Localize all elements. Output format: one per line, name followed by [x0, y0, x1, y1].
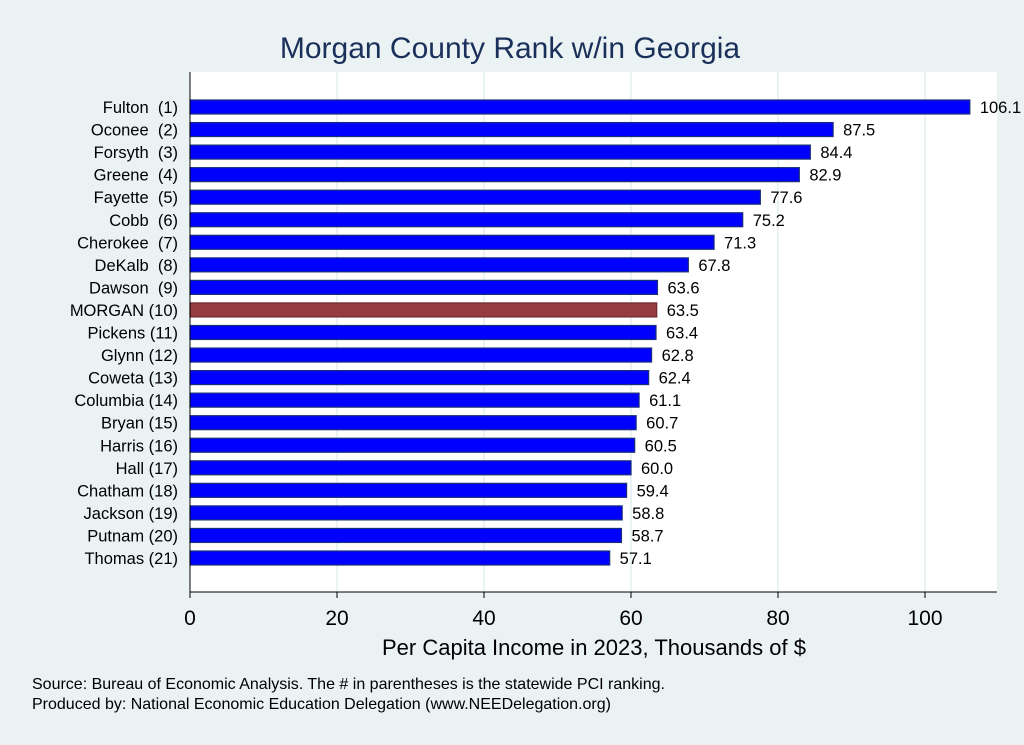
- category-label: DeKalb (8): [95, 257, 178, 275]
- bar: [189, 550, 611, 566]
- category-label: Coweta (13): [88, 370, 178, 388]
- value-label: 63.4: [666, 325, 698, 343]
- category-label: Glynn (12): [101, 347, 178, 365]
- category-label: MORGAN (10): [70, 302, 178, 320]
- value-label: 62.4: [659, 370, 691, 388]
- category-label: Forsyth (3): [94, 144, 178, 162]
- category-label: Cobb (6): [109, 212, 178, 230]
- category-label: Putnam (20): [87, 527, 178, 545]
- value-label: 63.5: [667, 302, 699, 320]
- value-label: 59.4: [637, 482, 669, 500]
- bar: [189, 189, 761, 205]
- value-label: 87.5: [843, 122, 875, 140]
- category-label: Jackson (19): [84, 505, 178, 523]
- bar: [189, 415, 637, 431]
- category-label: Hall (17): [116, 460, 178, 478]
- bar: [189, 144, 811, 160]
- value-label: 60.5: [645, 437, 677, 455]
- value-label: 62.8: [662, 347, 694, 365]
- category-label: Pickens (11): [88, 325, 178, 343]
- value-label: 58.8: [632, 505, 664, 523]
- bar: [189, 167, 800, 183]
- value-label: 61.1: [649, 392, 681, 410]
- value-label: 71.3: [724, 234, 756, 252]
- bar: [189, 370, 650, 386]
- bar: [189, 505, 623, 521]
- category-label: Fulton (1): [103, 99, 178, 117]
- category-label: Greene (4): [94, 167, 178, 185]
- x-tick-label: 80: [766, 607, 789, 630]
- value-label: 60.0: [641, 460, 673, 478]
- category-label: Columbia (14): [74, 392, 178, 410]
- value-label: 106.1: [980, 99, 1021, 117]
- value-label: 84.4: [820, 144, 852, 162]
- value-label: 82.9: [809, 167, 841, 185]
- bar: [189, 279, 659, 295]
- category-label: Cherokee (7): [77, 234, 178, 252]
- x-tick-label: 20: [325, 607, 348, 630]
- bar: [189, 212, 744, 228]
- category-label: Thomas (21): [84, 550, 178, 568]
- x-axis-label: Per Capita Income in 2023, Thousands of …: [382, 635, 806, 660]
- category-label: Chatham (18): [77, 482, 178, 500]
- value-label: 60.7: [646, 415, 678, 433]
- x-tick-label: 60: [619, 607, 642, 630]
- x-tick-label: 40: [472, 607, 495, 630]
- value-label: 75.2: [753, 212, 785, 230]
- source-note: Source: Bureau of Economic Analysis. The…: [32, 676, 665, 693]
- bar: [189, 527, 623, 544]
- category-label: Harris (16): [100, 437, 178, 455]
- bar: [189, 482, 628, 498]
- bar: [189, 324, 657, 341]
- bar: [189, 234, 715, 250]
- x-tick-label: 100: [907, 607, 942, 630]
- category-label: Bryan (15): [101, 415, 178, 433]
- bar: [189, 99, 971, 115]
- producer-note: Produced by: National Economic Education…: [32, 696, 611, 713]
- bar-highlight: [189, 302, 658, 318]
- value-label: 63.6: [667, 279, 699, 297]
- category-label: Fayette (5): [94, 189, 178, 207]
- category-label: Dawson (9): [89, 279, 178, 297]
- bar: [189, 121, 834, 138]
- value-label: 77.6: [770, 189, 802, 207]
- value-label: 57.1: [620, 550, 652, 568]
- chart-title: Morgan County Rank w/in Georgia: [280, 32, 741, 65]
- bar: [189, 437, 636, 453]
- bar: [189, 460, 632, 476]
- bar: [189, 392, 640, 408]
- value-label: 58.7: [631, 527, 663, 545]
- value-label: 67.8: [698, 257, 730, 275]
- x-tick-label: 0: [184, 607, 196, 630]
- bar: [189, 257, 689, 273]
- bar: [189, 347, 653, 363]
- category-label: Oconee (2): [91, 122, 178, 140]
